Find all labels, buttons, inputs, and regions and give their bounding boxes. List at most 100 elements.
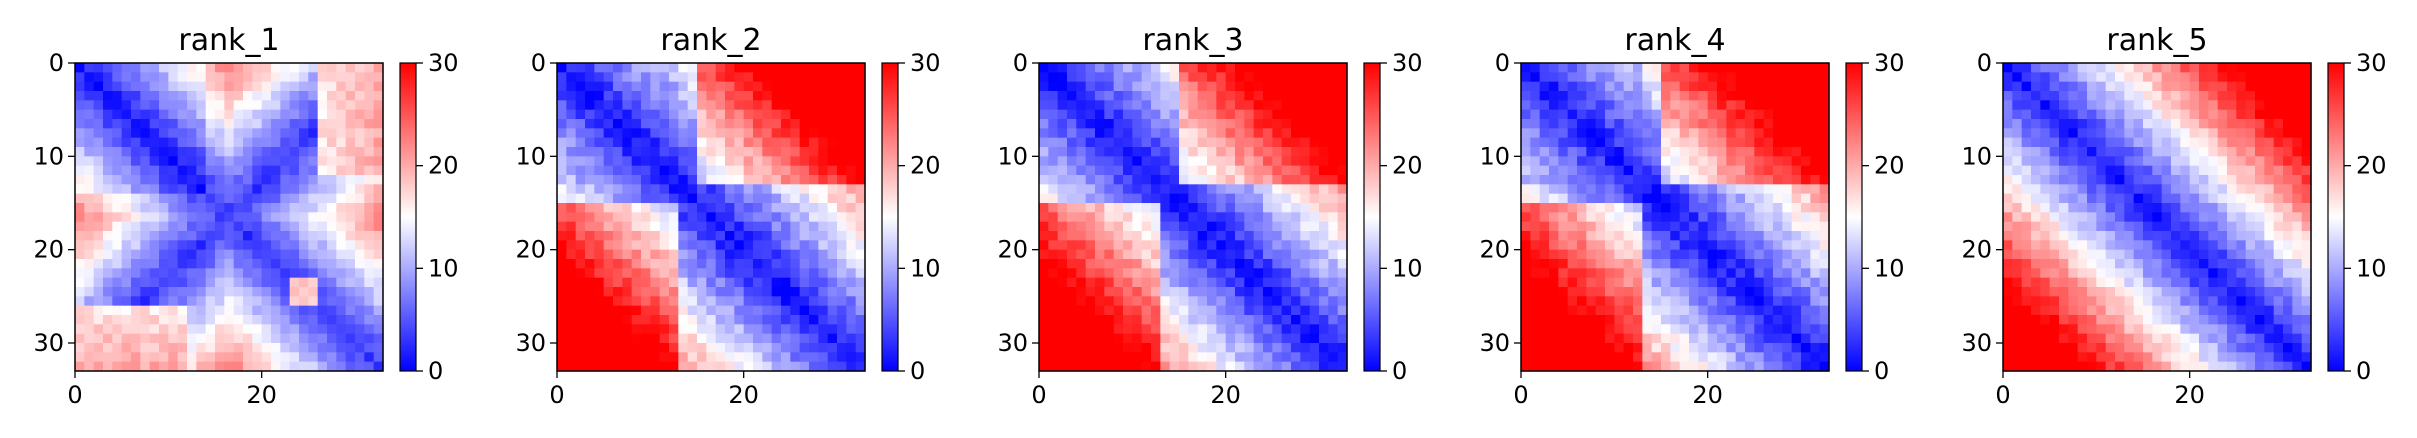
heatmap-cell — [1244, 333, 1255, 344]
heatmap-cell — [1048, 137, 1059, 148]
heatmap-cell — [2003, 109, 2013, 120]
heatmap-cell — [2152, 175, 2163, 185]
heatmap-cell — [743, 305, 754, 316]
heatmap-cell — [1179, 333, 1189, 344]
heatmap-cell — [1679, 63, 1690, 73]
heatmap-cell — [734, 91, 745, 101]
heatmap-cell — [327, 72, 337, 83]
heatmap-cell — [1773, 63, 1783, 73]
heatmap-cell — [1300, 305, 1311, 316]
heatmap-cell — [1104, 165, 1115, 176]
heatmap-cell — [1244, 249, 1255, 260]
heatmap-cell — [121, 128, 132, 139]
heatmap-cell — [1160, 240, 1171, 251]
heatmap-cell — [622, 240, 633, 251]
heatmap-cell — [1521, 184, 1531, 195]
heatmap-cell — [1253, 249, 1264, 260]
heatmap-cell — [1319, 221, 1329, 232]
heatmap-cell — [2031, 193, 2041, 204]
heatmap-cell — [1549, 352, 1559, 363]
heatmap-cell — [809, 81, 819, 92]
heatmap-cell — [205, 147, 216, 157]
heatmap-cell — [93, 361, 104, 372]
heatmap-cell — [1530, 296, 1541, 307]
heatmap-cell — [336, 343, 347, 353]
heatmap-cell — [1521, 128, 1531, 139]
heatmap-cell — [1679, 296, 1690, 307]
heatmap-cell — [641, 175, 651, 185]
heatmap-cell — [557, 221, 567, 232]
heatmap-cell — [799, 240, 810, 251]
heatmap-cell — [1113, 305, 1124, 316]
heatmap-cell — [2180, 203, 2191, 213]
heatmap-cell — [1558, 221, 1569, 232]
heatmap-cell — [2021, 91, 2032, 101]
heatmap-cell — [140, 259, 151, 269]
heatmap-cell — [121, 249, 132, 260]
heatmap-cell — [1539, 333, 1550, 344]
heatmap-cell — [1549, 147, 1559, 157]
heatmap-cell — [2105, 128, 2116, 139]
heatmap-cell — [1048, 259, 1059, 269]
heatmap-cell — [1076, 352, 1087, 363]
heatmap-cell — [1763, 315, 1774, 325]
heatmap-cell — [2105, 91, 2116, 101]
heatmap-cell — [215, 240, 225, 251]
heatmap-cell — [1309, 287, 1320, 297]
heatmap-cell — [566, 91, 577, 101]
heatmap-cell — [233, 109, 244, 120]
heatmap-cell — [1337, 343, 1348, 353]
heatmap-cell — [1319, 231, 1329, 241]
heatmap-cell — [1661, 165, 1671, 176]
heatmap-cell — [1558, 72, 1569, 83]
heatmap-cell — [2021, 137, 2032, 148]
heatmap-cell — [585, 343, 595, 353]
heatmap-cell — [261, 287, 272, 297]
heatmap-cell — [317, 240, 328, 251]
heatmap-cell — [1577, 109, 1587, 120]
heatmap-cell — [1216, 324, 1227, 335]
heatmap-cell — [1048, 324, 1059, 335]
heatmap-cell — [1623, 156, 1634, 167]
heatmap-cell — [317, 203, 328, 213]
heatmap-cell — [669, 343, 679, 353]
heatmap-cell — [1633, 333, 1643, 344]
heatmap-cell — [1104, 109, 1115, 120]
heatmap-cell — [196, 63, 207, 73]
heatmap-cell — [1539, 81, 1550, 92]
heatmap-cell — [706, 63, 717, 73]
heatmap-cell — [1207, 240, 1217, 251]
heatmap-cell — [1179, 221, 1189, 232]
heatmap-cell — [631, 193, 642, 204]
heatmap-cell — [93, 109, 104, 120]
heatmap-cell — [2189, 109, 2200, 120]
heatmap-cell — [687, 81, 698, 92]
heatmap-cell — [1057, 212, 1068, 223]
heatmap-cell — [75, 343, 85, 353]
heatmap-cell — [93, 81, 104, 92]
heatmap-cell — [1225, 305, 1236, 316]
colorbar-tick-label: 0 — [910, 357, 925, 385]
heatmap-cell — [1067, 296, 1077, 307]
heatmap-cell — [1253, 240, 1264, 251]
heatmap-cell — [1558, 249, 1569, 260]
heatmap-cell — [299, 259, 309, 269]
heatmap-cell — [75, 324, 85, 335]
heatmap-cell — [373, 184, 384, 195]
heatmap-cell — [1291, 100, 1301, 111]
heatmap-cell — [1717, 119, 1727, 129]
rank_4-cells — [1521, 63, 1830, 372]
heatmap-cell — [2273, 81, 2284, 92]
heatmap-cell — [1707, 231, 1718, 241]
heatmap-cell — [1763, 343, 1774, 353]
heatmap-cell — [650, 221, 661, 232]
heatmap-cell — [2236, 193, 2247, 204]
heatmap-cell — [205, 333, 216, 344]
heatmap-cell — [1085, 109, 1096, 120]
heatmap-cell — [308, 240, 319, 251]
heatmap-cell — [1309, 249, 1320, 260]
heatmap-cell — [1595, 63, 1606, 73]
heatmap-cell — [121, 212, 132, 223]
heatmap-cell — [1801, 361, 1811, 372]
heatmap-cell — [168, 137, 179, 148]
